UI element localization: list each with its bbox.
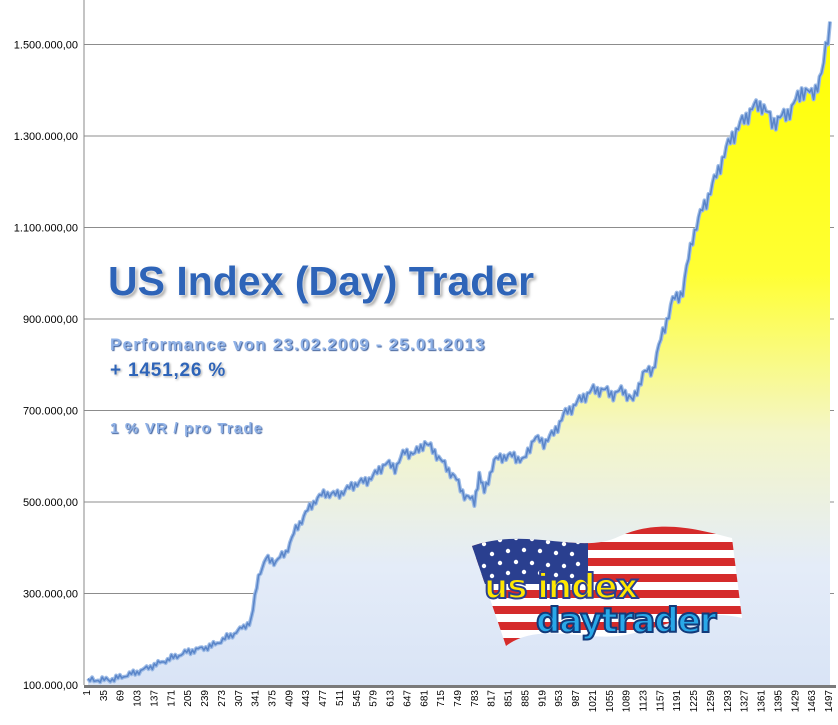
- x-tick-label: 1259: [706, 690, 717, 713]
- x-axis-ticks: 1 35 69 103 137 171 205 239 273 307 341 375 409 443 47…: [82, 690, 835, 713]
- x-tick-label: 885: [521, 690, 532, 707]
- x-tick-label: 69: [116, 690, 127, 702]
- plot-area: [86, 21, 832, 686]
- x-tick-label: 443: [301, 690, 312, 707]
- x-tick-label: 783: [470, 690, 481, 707]
- x-tick-label: 817: [487, 690, 498, 707]
- x-tick-label: 613: [386, 690, 397, 707]
- x-tick-label: 511: [335, 690, 346, 706]
- x-tick-label: 409: [284, 690, 295, 707]
- x-tick-label: 1293: [723, 690, 734, 713]
- x-tick-label: 579: [369, 690, 380, 707]
- y-tick-label: 100.000,00: [23, 680, 78, 692]
- x-tick-label: 1395: [773, 690, 784, 713]
- y-tick-label: 500.000,00: [23, 497, 78, 509]
- y-axis-ticks: 100.000,00 300.000,00 500.000,00 700.000,00…: [14, 40, 78, 693]
- svg-text:us index: us index: [484, 567, 639, 607]
- x-tick-label: 35: [99, 690, 110, 702]
- x-tick-label: 375: [268, 690, 279, 707]
- x-tick-label: 1: [82, 690, 93, 696]
- x-tick-label: 1497: [824, 690, 835, 713]
- x-tick-label: 1157: [655, 690, 666, 712]
- performance-percent: + 1451,26 %: [110, 360, 227, 381]
- x-tick-label: 205: [183, 690, 194, 707]
- x-tick-label: 1463: [807, 690, 818, 713]
- x-tick-label: 1055: [605, 690, 616, 713]
- x-tick-label: 341: [251, 690, 262, 707]
- x-tick-label: 1361: [757, 690, 768, 713]
- x-tick-label: 851: [504, 690, 515, 707]
- x-tick-label: 477: [318, 690, 329, 707]
- gridlines: [84, 44, 834, 594]
- x-tick-label: 1429: [790, 690, 801, 713]
- y-tick-label: 1.500.000,00: [14, 40, 78, 52]
- y-tick-label: 300.000,00: [23, 589, 78, 601]
- x-tick-label: 1191: [672, 690, 683, 712]
- x-tick-label: 273: [217, 690, 228, 707]
- x-axis-bar: [84, 685, 836, 688]
- x-tick-label: 1021: [588, 690, 599, 713]
- x-tick-label: 715: [436, 690, 447, 707]
- us-index-daytrader-logo: us index daytrader: [472, 526, 742, 646]
- x-tick-label: 919: [537, 690, 548, 707]
- axes: [83, 0, 836, 688]
- x-tick-label: 681: [419, 690, 430, 707]
- x-tick-label: 239: [200, 690, 211, 707]
- y-tick-label: 1.100.000,00: [14, 223, 78, 235]
- x-tick-label: 103: [133, 690, 144, 707]
- chart-title: US Index (Day) Trader: [108, 258, 535, 304]
- x-tick-label: 749: [453, 690, 464, 707]
- y-tick-label: 1.300.000,00: [14, 131, 78, 143]
- x-tick-label: 1089: [622, 690, 633, 713]
- x-tick-label: 953: [554, 690, 565, 707]
- equity-area: [88, 21, 830, 686]
- performance-period: Performance von 23.02.2009 - 25.01.2013: [110, 335, 486, 354]
- risk-note: 1 % VR / pro Trade: [110, 420, 264, 437]
- x-tick-label: 1225: [689, 690, 700, 713]
- svg-text:daytrader: daytrader: [536, 601, 717, 641]
- x-tick-label: 647: [402, 690, 413, 707]
- x-tick-label: 987: [571, 690, 582, 707]
- x-tick-label: 545: [352, 690, 363, 707]
- y-tick-label: 700.000,00: [23, 406, 78, 418]
- equity-line: [87, 21, 831, 683]
- x-tick-label: 1123: [639, 690, 650, 712]
- x-tick-label: 307: [234, 690, 245, 707]
- x-tick-label: 1327: [740, 690, 751, 713]
- y-tick-label: 900.000,00: [23, 314, 78, 326]
- x-tick-label: 137: [150, 690, 161, 707]
- x-tick-label: 171: [166, 690, 177, 707]
